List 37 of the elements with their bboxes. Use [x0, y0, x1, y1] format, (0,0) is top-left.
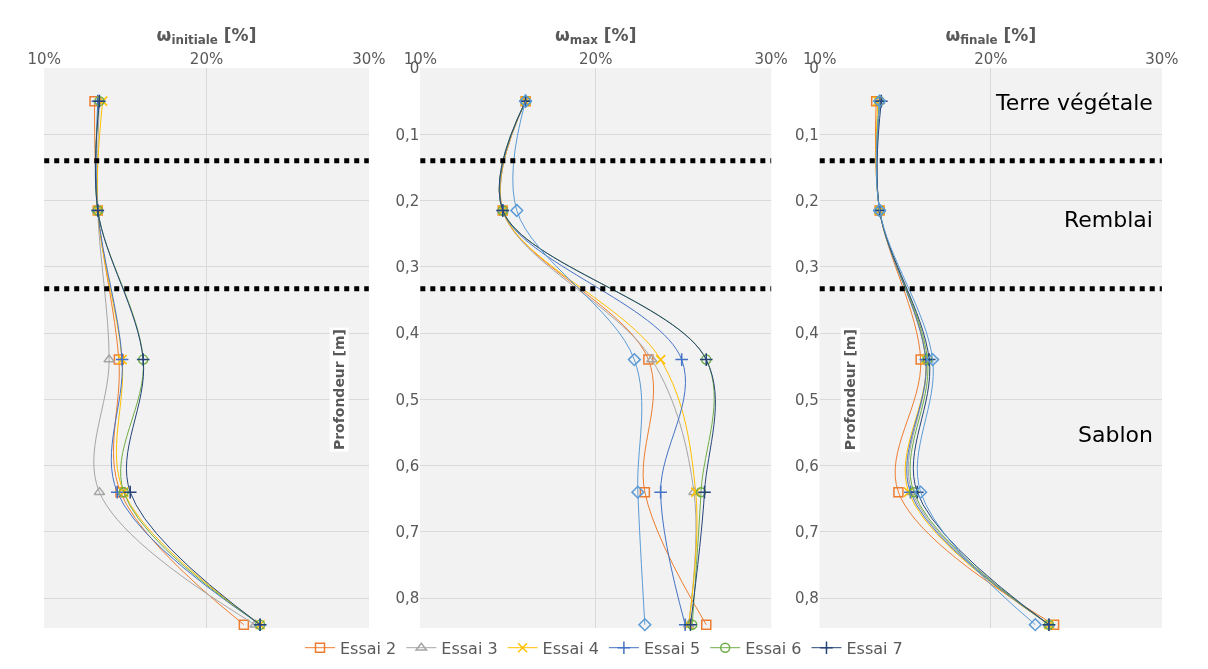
x-tick-label: 20% — [579, 50, 613, 68]
annotation: Remblai — [1064, 207, 1153, 232]
y-tick-label: 0,3 — [395, 258, 420, 277]
legend-label: Essai 3 — [441, 638, 498, 658]
x-axis-title: ω$_{max}$ [%] — [555, 24, 637, 48]
x-axis-title: ω$_{finale}$ [%] — [945, 24, 1037, 48]
y-tick-label: 0,8 — [794, 589, 819, 608]
legend-label: Essai 2 — [340, 638, 397, 658]
y-tick-label: 0,7 — [395, 523, 420, 542]
legend-label: Essai 4 — [542, 638, 599, 658]
y-tick-label: 0,3 — [794, 258, 819, 277]
y-axis-title: Profondeur [m] — [842, 329, 859, 451]
annotation: Terre végétale — [995, 90, 1153, 115]
y-tick-label: 0,4 — [395, 324, 420, 343]
y-tick-label: 0,5 — [794, 390, 819, 409]
y-tick-label: 0,4 — [794, 324, 819, 343]
y-tick-label: 0,6 — [794, 456, 819, 475]
y-tick-label: 0,6 — [395, 456, 420, 475]
y-tick-label: 0,1 — [794, 125, 819, 144]
x-tick-label: 30% — [352, 50, 386, 68]
y-tick-label: 0,2 — [395, 191, 420, 210]
y-tick-label: 0,8 — [395, 589, 420, 608]
x-tick-label: 10% — [27, 50, 61, 68]
y-tick-label: 0,2 — [794, 191, 819, 210]
legend-label: Essai 7 — [846, 638, 903, 658]
legend-label: Essai 5 — [643, 638, 701, 658]
y-axis-title: Profondeur [m] — [331, 328, 348, 451]
y-tick-label: 0,5 — [395, 390, 420, 409]
x-tick-label: 30% — [754, 50, 788, 68]
legend-label: Essai 6 — [745, 638, 802, 658]
x-axis-title: ω$_{initiale}$ [%] — [156, 24, 257, 48]
x-tick-label: 30% — [1145, 50, 1179, 68]
y-tick-label: 0,7 — [794, 523, 819, 542]
y-tick-label: 0,1 — [395, 125, 420, 144]
x-tick-label: 20% — [974, 50, 1008, 68]
x-tick-label: 20% — [189, 50, 224, 68]
annotation: Sablon — [1078, 422, 1153, 447]
